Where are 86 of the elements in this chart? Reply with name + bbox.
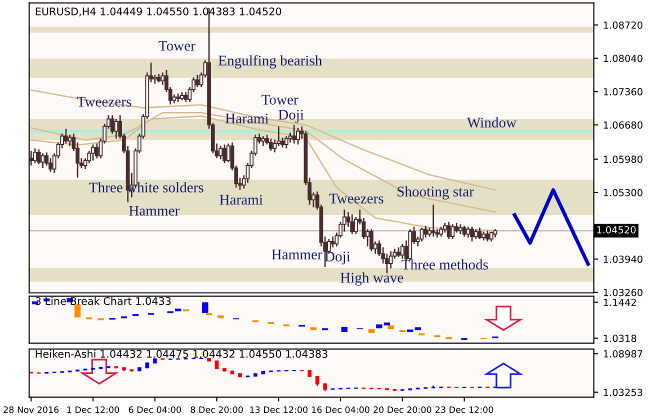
bar bbox=[388, 325, 394, 330]
candlestick bbox=[400, 243, 404, 260]
y-tick-label: 1.03260 bbox=[604, 288, 642, 296]
y-tick-label: 1.05300 bbox=[604, 188, 642, 196]
annotation: Three methods bbox=[402, 259, 488, 270]
candlestick bbox=[29, 150, 34, 166]
candlestick bbox=[454, 222, 458, 234]
bar bbox=[175, 308, 182, 312]
candlestick bbox=[261, 135, 266, 147]
candlestick bbox=[458, 224, 462, 235]
candlestick bbox=[446, 221, 451, 240]
x-tick-label: 1 Dec 12:00 bbox=[67, 406, 120, 414]
y-tick-label: 1.08040 bbox=[604, 54, 642, 62]
candlestick bbox=[33, 148, 37, 164]
candlestick bbox=[470, 226, 474, 242]
bar bbox=[202, 302, 208, 314]
bar bbox=[218, 315, 224, 318]
annotation: Harami bbox=[225, 114, 269, 124]
candlestick bbox=[110, 114, 114, 134]
candlestick bbox=[68, 134, 72, 147]
x-tick-label: 8 Dec 20:00 bbox=[190, 406, 243, 414]
bar bbox=[341, 326, 348, 332]
y-tick-label: 1.07360 bbox=[604, 88, 642, 96]
annotation: Tweezers bbox=[77, 96, 132, 107]
x-tick-label: 13 Dec 12:00 bbox=[250, 406, 308, 414]
candlestick bbox=[420, 227, 424, 242]
candlestick bbox=[296, 127, 300, 146]
y-tick-label: 1.05980 bbox=[604, 156, 642, 164]
annotation: Hammer bbox=[129, 206, 180, 216]
candlestick bbox=[439, 226, 444, 238]
annotation: Doji bbox=[278, 110, 304, 123]
chart-title: 3 Line Break Chart 1.0433 bbox=[36, 296, 171, 305]
y-tick-label: 1.0318 bbox=[604, 334, 636, 342]
candlestick bbox=[196, 74, 200, 88]
candlestick bbox=[478, 227, 482, 240]
candlestick bbox=[292, 124, 296, 144]
y-tick-label: 1.08720 bbox=[604, 21, 642, 29]
candlestick bbox=[184, 91, 188, 103]
annotation: Engulfing bearish bbox=[218, 55, 322, 68]
x-tick-label: 28 Nov 2016 bbox=[4, 406, 59, 414]
annotation: High wave bbox=[340, 272, 404, 286]
bar bbox=[368, 329, 375, 334]
candlestick bbox=[114, 118, 118, 140]
x-tick-label: 6 Dec 04:00 bbox=[128, 406, 181, 414]
candlestick bbox=[91, 144, 95, 162]
bar bbox=[74, 304, 81, 318]
y-tick-label: 1.08987 bbox=[604, 350, 642, 358]
candlestick bbox=[450, 224, 455, 240]
x-tick-label: 23 Dec 12:00 bbox=[436, 406, 494, 414]
candlestick bbox=[486, 230, 490, 242]
annotation: Shooting star bbox=[398, 186, 474, 200]
annotation: Tower bbox=[158, 40, 196, 51]
y-tick-label: 1.03940 bbox=[604, 256, 642, 263]
candlestick bbox=[396, 246, 400, 258]
candlestick bbox=[94, 142, 99, 159]
candlestick bbox=[466, 226, 470, 238]
candlestick bbox=[36, 148, 41, 165]
annotation: Tower bbox=[262, 94, 298, 105]
y-tick-label: 1.03253 bbox=[604, 388, 642, 396]
ref-line-label: 1.04520 bbox=[597, 226, 636, 234]
candlestick bbox=[370, 228, 374, 252]
candlestick bbox=[218, 145, 223, 160]
candlestick bbox=[222, 144, 226, 164]
candlestick bbox=[424, 225, 428, 238]
y-tick-label: 1.1442 bbox=[604, 298, 636, 306]
candlestick bbox=[431, 204, 436, 238]
candlestick bbox=[268, 138, 273, 152]
candlestick bbox=[330, 236, 335, 248]
candlestick bbox=[474, 228, 478, 240]
y-tick-label: 1.06680 bbox=[604, 121, 642, 129]
candlestick bbox=[388, 250, 393, 270]
candlestick bbox=[350, 214, 354, 235]
candlestick bbox=[64, 128, 68, 144]
chart-title: Heiken-Ashi 1.04432 1.04475 1.04432 1.04550 1.04383 bbox=[36, 350, 328, 358]
annotation: Hammer bbox=[272, 250, 322, 260]
annotation: Tweezers bbox=[329, 194, 384, 204]
candlestick bbox=[315, 375, 320, 387]
x-tick-label: 20 Dec 20:00 bbox=[374, 406, 432, 414]
line-series bbox=[512, 188, 590, 266]
x-tick-label: 16 Dec 04:00 bbox=[312, 406, 370, 414]
candlestick bbox=[284, 135, 288, 150]
candlestick bbox=[443, 222, 447, 234]
bar bbox=[407, 329, 414, 332]
annotation: Window bbox=[466, 117, 516, 128]
annotation: Harami bbox=[220, 194, 263, 205]
candlestick bbox=[489, 230, 494, 242]
